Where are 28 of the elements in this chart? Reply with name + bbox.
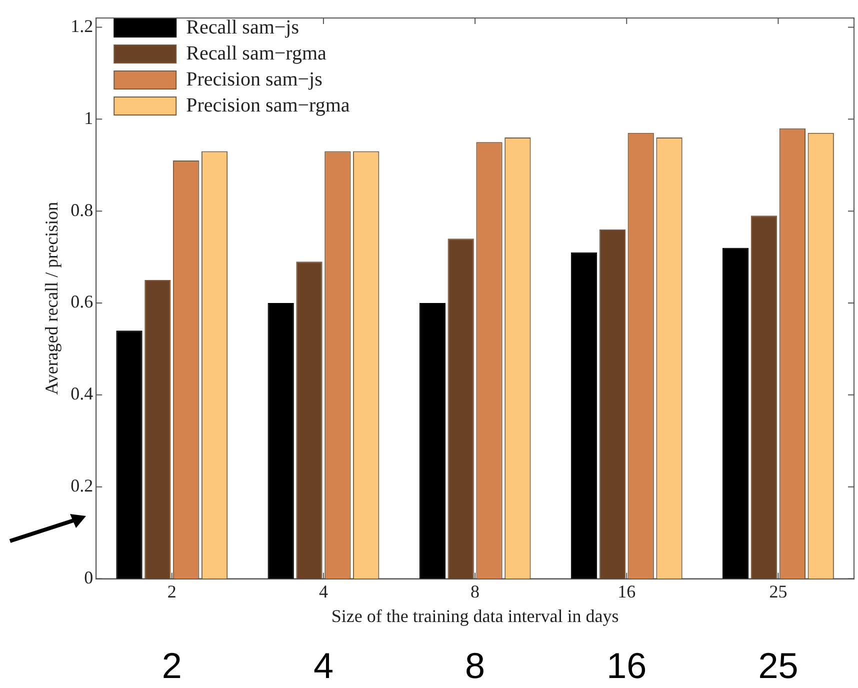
y-tick-label: 0.8 xyxy=(70,200,94,220)
x-axis-title: Size of the training data interval in days xyxy=(331,606,619,626)
bar xyxy=(116,330,142,579)
legend-label: Precision sam−js xyxy=(186,68,323,90)
x-tick-label: 8 xyxy=(470,581,480,602)
bar xyxy=(722,248,749,579)
text: 4 xyxy=(313,644,334,686)
legend-label: Precision sam−rgma xyxy=(186,94,350,116)
bar xyxy=(419,302,446,579)
y-tick-label: 0.4 xyxy=(70,384,94,404)
y-tick-label: 0.6 xyxy=(70,292,94,312)
y-tick-label: 0 xyxy=(84,568,94,588)
text: 25 xyxy=(758,644,798,686)
y-tick-label: 1 xyxy=(84,108,94,128)
x-tick-label: 16 xyxy=(618,581,636,602)
legend-label: Recall sam−rgma xyxy=(186,42,327,64)
x-tick-label: 2 xyxy=(167,581,176,602)
bar xyxy=(268,302,294,579)
text: 16 xyxy=(606,644,647,686)
x-tick-label: 25 xyxy=(769,581,788,602)
y-axis-title: Averaged recall / precision xyxy=(42,202,62,395)
bar xyxy=(570,252,598,579)
text: 8 xyxy=(465,644,486,686)
x-tick-label: 4 xyxy=(318,581,328,602)
y-tick-label: 0.2 xyxy=(70,476,94,496)
text: 2 xyxy=(162,644,182,686)
y-tick-label: 1.2 xyxy=(70,16,94,36)
legend-label: Recall sam−js xyxy=(186,16,300,38)
